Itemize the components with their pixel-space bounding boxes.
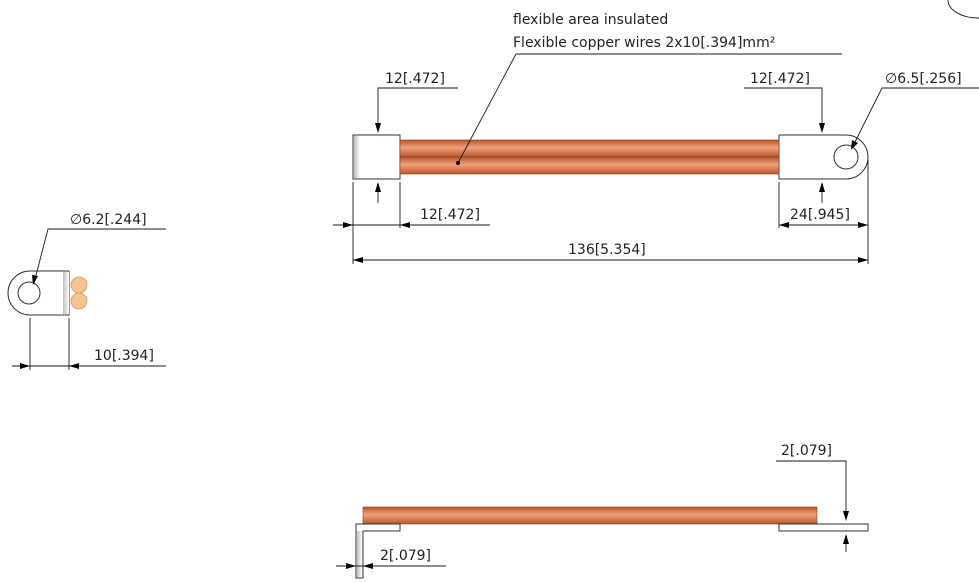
corner-arc (947, 0, 979, 19)
dim-hole-right-value: 6.5[.256] (897, 71, 961, 87)
arrow-side-hole (32, 275, 38, 285)
dim-overall-length: 136[5.354] (568, 242, 646, 258)
dim-right-lug-top: 12[.472] (750, 71, 810, 87)
dim-hole-right: ∅6.5[.256] (885, 71, 962, 87)
dim-right-lug-bottom: 24[.945] (790, 207, 850, 223)
wire-end-top (70, 276, 88, 294)
dim-thickness-left: 2[.079] (380, 548, 431, 564)
arrow-hole (851, 140, 858, 150)
dim-hole-side-value: 6.2[.244] (82, 212, 146, 228)
right-lug-hole (833, 144, 859, 170)
arrow-rb-2 (858, 222, 868, 228)
dim-hole-side: ∅6.2[.244] (70, 212, 147, 228)
arrow-left-top (375, 123, 381, 133)
arrow-ov-1 (353, 257, 363, 263)
top-view: flexible area insulated Flexible copper … (333, 12, 979, 264)
arrow-thk-right-top (843, 511, 849, 521)
arrow-ov-2 (858, 257, 868, 263)
side-view: ∅6.2[.244] 10[.394] (7, 212, 166, 370)
left-lug (352, 134, 401, 180)
dim-side-hole-leader (33, 228, 166, 284)
front-copper-bar (362, 506, 818, 525)
arrow-right-up (819, 182, 825, 192)
arrow-lb-1 (343, 222, 353, 228)
dim-left-lug-top: 12[.472] (385, 71, 445, 87)
arrow-sw-1 (20, 363, 30, 369)
note-line-1: flexible area insulated (513, 12, 668, 28)
dim-hole-leader (851, 87, 979, 149)
front-right-lug (778, 523, 869, 532)
side-hole (17, 281, 41, 305)
front-view: 2[.079] 2[.079] (336, 443, 869, 579)
arrow-thk-left-1 (346, 563, 356, 569)
arrow-thk-right-bot (843, 534, 849, 544)
arrow-thk-left-2 (363, 563, 373, 569)
diameter-symbol-side: ∅ (70, 212, 82, 228)
wire-end-bottom (70, 292, 88, 310)
left-lug-shade (354, 136, 360, 178)
arrow-sw-2 (69, 363, 79, 369)
note-leader (457, 53, 842, 164)
dim-thickness-right: 2[.079] (781, 443, 832, 459)
dim-left-top-leader (377, 87, 458, 131)
copper-wire-top (399, 139, 780, 158)
arrow-rb-1 (779, 222, 789, 228)
diameter-symbol: ∅ (885, 71, 897, 87)
copper-wire-bottom (399, 156, 780, 175)
arrow-lb-2 (400, 222, 410, 228)
side-lug-shade (63, 272, 69, 314)
dim-side-width: 10[.394] (94, 348, 154, 364)
front-left-lug-shade (357, 531, 362, 577)
dim-thk-right-leader (776, 460, 847, 515)
arrow-right-top (819, 123, 825, 133)
dim-right-top-leader (744, 87, 823, 131)
note-line-2: Flexible copper wires 2x10[.394]mm² (513, 35, 775, 51)
note-leader-dot (456, 161, 460, 165)
dim-left-lug-bottom: 12[.472] (420, 207, 480, 223)
arrow-left-up (375, 182, 381, 192)
